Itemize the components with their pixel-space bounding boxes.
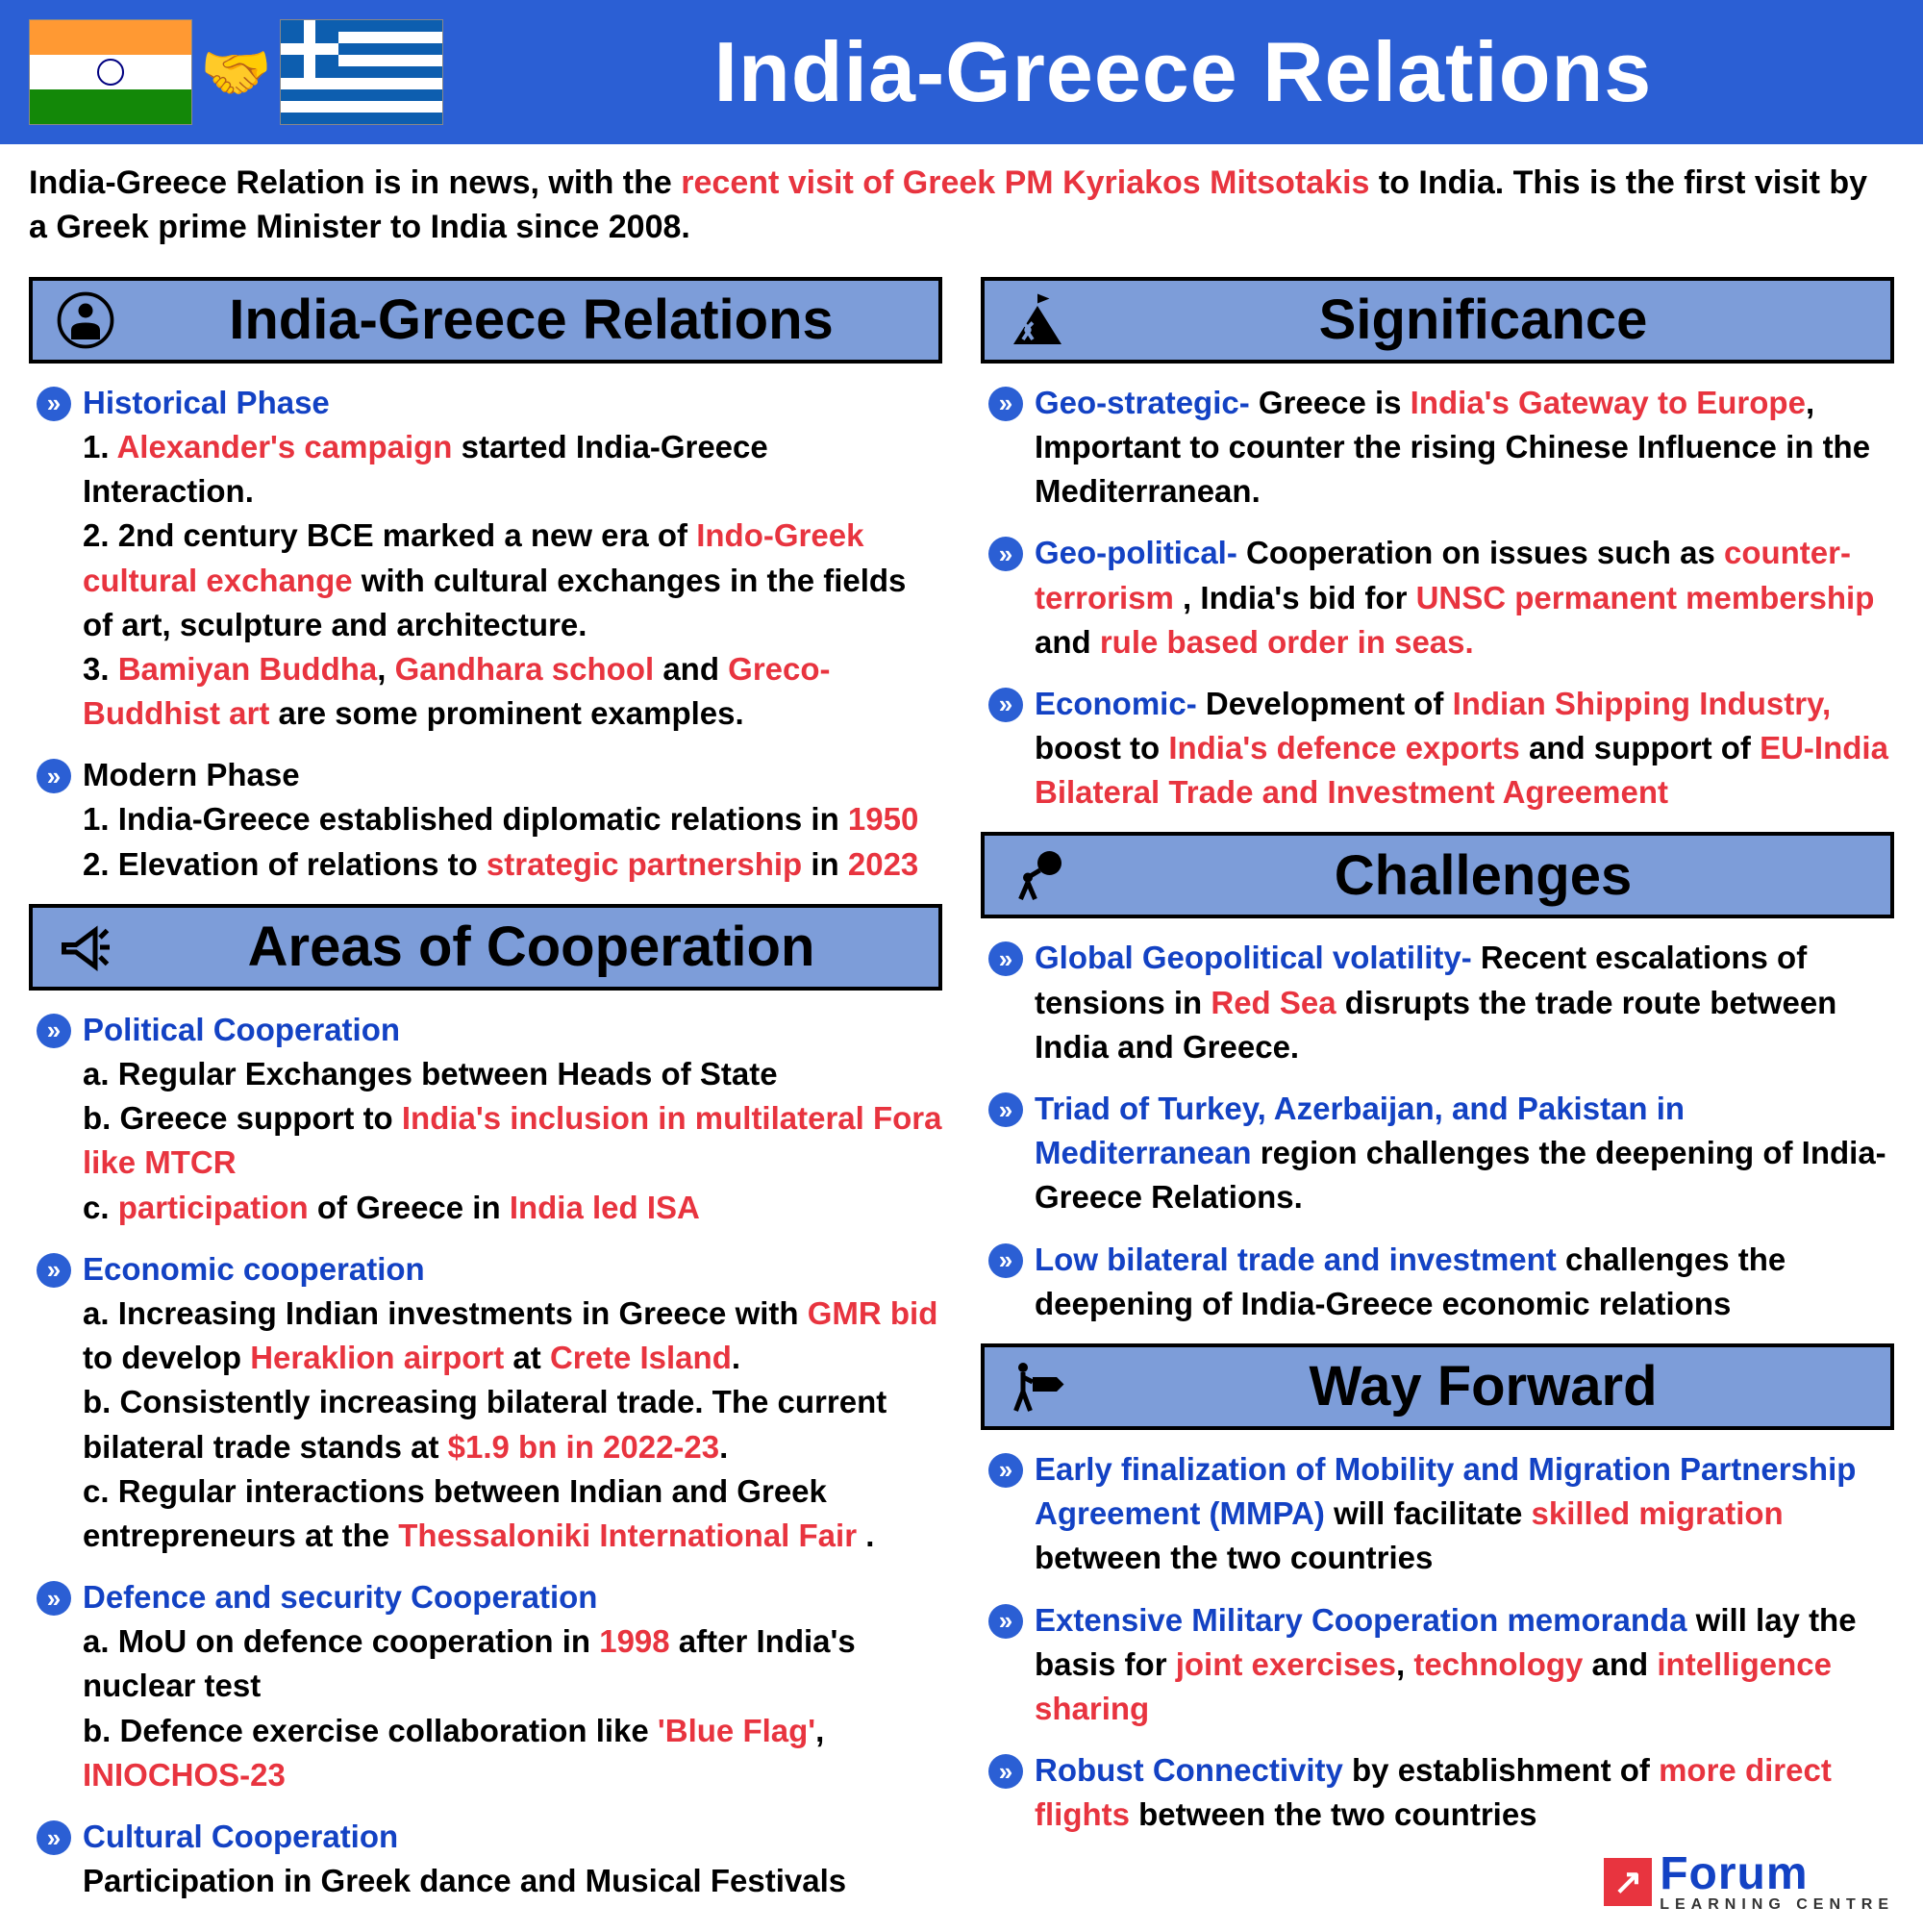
section-title-relations: India-Greece Relations (143, 288, 919, 352)
logo-main: Forum (1660, 1851, 1894, 1897)
heading: Historical Phase (83, 385, 330, 420)
chevron-icon: » (37, 1820, 71, 1855)
chevron-icon: » (988, 1243, 1023, 1278)
chal-triad: » Triad of Turkey, Azerbaijan, and Pakis… (981, 1087, 1894, 1220)
left-column: India-Greece Relations » Historical Phas… (29, 277, 942, 1904)
intro-text: India-Greece Relation is in news, with t… (0, 144, 1923, 267)
relations-modern-text: Modern Phase 1. India-Greece established… (83, 753, 918, 887)
relations-modern: » Modern Phase 1. India-Greece establish… (29, 753, 942, 887)
handshake-icon: 🤝 (200, 38, 272, 107)
main-title: India-Greece Relations (472, 23, 1894, 121)
chal-geopolitical: » Global Geopolitical volatility- Recent… (981, 936, 1894, 1069)
chevron-icon: » (988, 1453, 1023, 1488)
arrow-logo-icon: ↗ (1604, 1858, 1652, 1906)
india-flag (29, 19, 192, 125)
flags-group: 🤝 (29, 19, 443, 125)
diplomat-icon (52, 287, 119, 354)
section-header-significance: Significance (981, 277, 1894, 364)
chevron-icon: » (988, 537, 1023, 571)
sig-economic: » Economic- Development of Indian Shippi… (981, 682, 1894, 815)
coop-economic: » Economic cooperation a. Increasing Ind… (29, 1247, 942, 1558)
section-header-relations: India-Greece Relations (29, 277, 942, 364)
content-columns: India-Greece Relations » Historical Phas… (0, 267, 1923, 1932)
section-header-cooperation: Areas of Cooperation (29, 904, 942, 991)
intro-t2: recent visit of Greek PM Kyriakos Mitsot… (681, 164, 1369, 201)
coop-cultural: » Cultural Cooperation Participation in … (29, 1815, 942, 1903)
chevron-icon: » (988, 1092, 1023, 1127)
sig-geopolitical: » Geo-political- Cooperation on issues s… (981, 531, 1894, 665)
logo-sub: LEARNING CENTRE (1660, 1897, 1894, 1913)
chevron-icon: » (988, 688, 1023, 722)
intro-t1: India-Greece Relation is in news, with t… (29, 164, 681, 201)
chevron-icon: » (37, 1581, 71, 1616)
coop-political: » Political Cooperation a. Regular Excha… (29, 1008, 942, 1230)
coop-defence: » Defence and security Cooperation a. Mo… (29, 1575, 942, 1797)
way-connectivity: » Robust Connectivity by establishment o… (981, 1748, 1894, 1837)
sig-geostrategic: » Geo-strategic- Greece is India's Gatew… (981, 381, 1894, 514)
chevron-icon: » (988, 387, 1023, 421)
relations-historical-text: Historical Phase 1. Alexander's campaign… (83, 381, 942, 737)
heading: Modern Phase (83, 757, 300, 792)
way-military: » Extensive Military Cooperation memoran… (981, 1598, 1894, 1732)
chevron-icon: » (37, 387, 71, 421)
section-title-cooperation: Areas of Cooperation (143, 915, 919, 979)
chevron-icon: » (988, 941, 1023, 976)
chevron-icon: » (37, 1253, 71, 1288)
ashoka-chakra-icon (97, 59, 124, 86)
chal-trade: » Low bilateral trade and investment cha… (981, 1238, 1894, 1326)
chevron-icon: » (37, 759, 71, 793)
chevron-icon: » (988, 1754, 1023, 1789)
relations-historical: » Historical Phase 1. Alexander's campai… (29, 381, 942, 737)
sisyphus-icon (1004, 841, 1071, 909)
megaphone-icon (52, 914, 119, 981)
chevron-icon: » (37, 1014, 71, 1048)
way-mmpa: » Early finalization of Mobility and Mig… (981, 1447, 1894, 1581)
right-column: Significance » Geo-strategic- Greece is … (981, 277, 1894, 1904)
section-title-challenges: Challenges (1095, 843, 1871, 908)
page-container: 🤝 India-Greece Relations India-Greece Re… (0, 0, 1923, 1932)
mountain-flag-icon (1004, 287, 1071, 354)
greece-flag (280, 19, 443, 125)
direction-icon (1004, 1353, 1071, 1420)
header: 🤝 India-Greece Relations (0, 0, 1923, 144)
section-title-significance: Significance (1095, 288, 1871, 352)
chevron-icon: » (988, 1604, 1023, 1639)
section-header-challenges: Challenges (981, 832, 1894, 918)
section-header-wayforward: Way Forward (981, 1343, 1894, 1430)
section-title-wayforward: Way Forward (1095, 1354, 1871, 1418)
